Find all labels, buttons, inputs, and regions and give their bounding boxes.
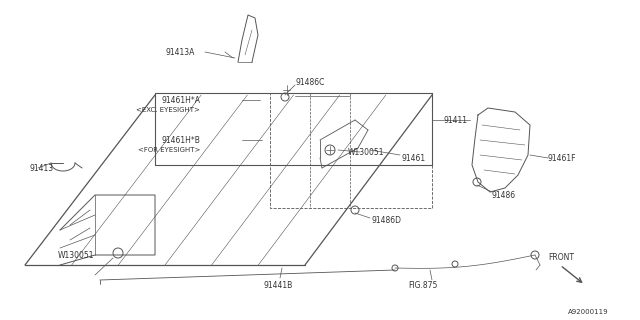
Text: 91461F: 91461F — [548, 154, 577, 163]
Text: A92000119: A92000119 — [568, 309, 609, 315]
Text: 91413A: 91413A — [166, 47, 195, 57]
Text: 91411: 91411 — [444, 116, 468, 124]
Text: W130051: W130051 — [348, 148, 385, 156]
Text: FRONT: FRONT — [548, 253, 574, 262]
Text: 91486: 91486 — [492, 190, 516, 199]
Text: 91486D: 91486D — [372, 215, 402, 225]
Bar — [270, 93, 432, 208]
Text: <EXC. EYESIGHT>: <EXC. EYESIGHT> — [136, 107, 200, 113]
Text: 91441B: 91441B — [264, 281, 293, 290]
Text: 91461: 91461 — [402, 154, 426, 163]
Text: 91486C: 91486C — [295, 77, 324, 86]
Text: W130051: W130051 — [58, 251, 95, 260]
Text: 91461H*B: 91461H*B — [161, 135, 200, 145]
Text: 91461H*A: 91461H*A — [161, 95, 200, 105]
Text: <FOR EYESIGHT>: <FOR EYESIGHT> — [138, 147, 200, 153]
Text: 91413: 91413 — [30, 164, 54, 172]
Text: FIG.875: FIG.875 — [408, 281, 437, 290]
